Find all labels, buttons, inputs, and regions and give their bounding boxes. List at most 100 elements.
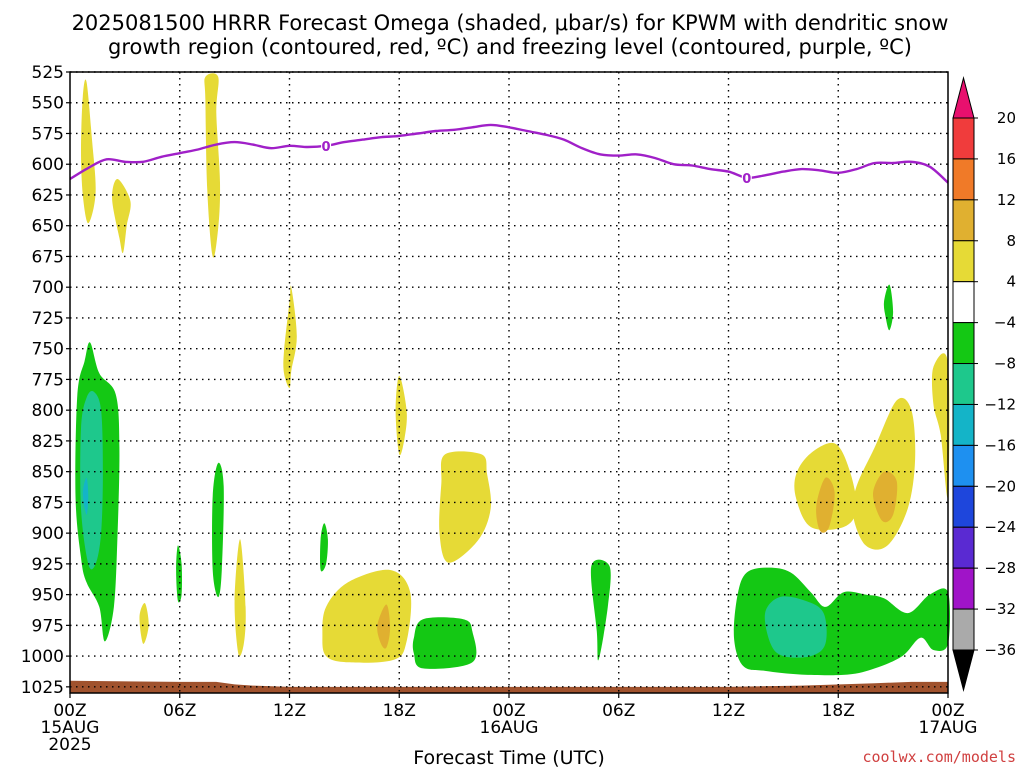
omega-region-13 bbox=[872, 471, 898, 523]
colorbar-label: 16 bbox=[997, 150, 1016, 168]
y-tick-label: 825 bbox=[32, 432, 64, 452]
colorbar-label: 8 bbox=[1006, 232, 1016, 250]
omega-region-4 bbox=[395, 375, 407, 456]
omega-region-12 bbox=[816, 477, 835, 533]
y-tick-label: 650 bbox=[32, 217, 64, 237]
y-tick-label: 625 bbox=[32, 186, 64, 206]
y-tick-label: 600 bbox=[32, 155, 64, 175]
colorbar-swatch bbox=[952, 567, 975, 610]
colorbar-swatch bbox=[952, 608, 975, 651]
y-tick-label: 725 bbox=[32, 309, 64, 329]
y-tick-label: 550 bbox=[32, 94, 64, 114]
colorbar-label: −36 bbox=[984, 641, 1016, 659]
x-tick-label: 00Z bbox=[931, 701, 964, 721]
y-tick-label: 750 bbox=[32, 340, 64, 360]
y-tick-label: 700 bbox=[32, 278, 64, 298]
colorbar-swatch bbox=[952, 444, 975, 487]
grid-lines bbox=[70, 71, 948, 693]
colorbar-label: −16 bbox=[984, 436, 1016, 454]
freezing-level-contour: 00 bbox=[69, 123, 949, 187]
colorbar-swatch bbox=[952, 240, 975, 283]
x-tick-label: 18Z bbox=[822, 701, 855, 721]
omega-region-6 bbox=[322, 569, 412, 663]
colorbar-swatch bbox=[952, 526, 975, 569]
y-tick-label: 950 bbox=[32, 586, 64, 606]
y-tick-label: 975 bbox=[32, 616, 64, 636]
x-tick-label: 18Z bbox=[383, 701, 416, 721]
omega-region-17 bbox=[176, 545, 183, 603]
colorbar-swatch bbox=[952, 117, 975, 160]
y-tick-label: 1000 bbox=[21, 647, 64, 667]
x-axis-label: Forecast Time (UTC) bbox=[413, 747, 604, 768]
chart-title-line-1: 2025081500 HRRR Forecast Omega (shaded, … bbox=[72, 11, 949, 35]
plot-area: 00 bbox=[69, 71, 951, 694]
y-tick-label: 850 bbox=[32, 463, 64, 483]
x-tick-label: 06Z bbox=[602, 701, 635, 721]
credit-text: coolwx.com/models bbox=[862, 748, 1016, 766]
omega-region-24 bbox=[764, 596, 827, 658]
omega-region-18 bbox=[320, 523, 328, 572]
chart-title-line-2: growth region (contoured, red, ºC) and f… bbox=[108, 35, 912, 59]
colorbar-label: −4 bbox=[994, 314, 1016, 332]
colorbar-label: 12 bbox=[997, 191, 1016, 209]
y-tick-label: 775 bbox=[32, 370, 64, 390]
surface-terrain bbox=[70, 680, 948, 693]
x-tick-label: 16AUG bbox=[480, 718, 539, 738]
colorbar-label: 4 bbox=[1006, 273, 1016, 291]
x-tick-label: 00Z bbox=[53, 701, 86, 721]
freezing-level-line bbox=[69, 123, 949, 184]
y-tick-label: 675 bbox=[32, 247, 64, 267]
colorbar-label: −20 bbox=[984, 477, 1016, 495]
colorbar-swatch bbox=[952, 322, 975, 365]
y-tick-label: 900 bbox=[32, 524, 64, 544]
colorbar-label: −32 bbox=[984, 600, 1016, 618]
omega-region-22 bbox=[883, 284, 894, 331]
x-tick-label: 12Z bbox=[273, 701, 306, 721]
colorbar-top-arrow bbox=[952, 76, 975, 119]
colorbar-swatch bbox=[952, 199, 975, 242]
y-tick-label: 575 bbox=[32, 124, 64, 144]
omega-region-25 bbox=[82, 477, 89, 515]
y-tick-label: 925 bbox=[32, 555, 64, 575]
y-tick-label: 525 bbox=[32, 63, 64, 83]
omega-region-14 bbox=[377, 604, 391, 649]
x-tick-label: 2025 bbox=[48, 735, 91, 755]
omega-region-1 bbox=[112, 178, 131, 254]
y-tick-label: 875 bbox=[32, 493, 64, 513]
omega-shading bbox=[75, 73, 951, 676]
omega-region-5 bbox=[439, 451, 492, 563]
freezing-level-label: 0 bbox=[742, 172, 751, 187]
colorbar-swatch bbox=[952, 158, 975, 201]
omega-region-2 bbox=[204, 73, 221, 258]
colorbar-swatch bbox=[952, 363, 975, 405]
y-tick-label: 800 bbox=[32, 401, 64, 421]
x-tick-label: 00Z bbox=[492, 701, 525, 721]
x-tick-label: 12Z bbox=[712, 701, 745, 721]
colorbar-label: −8 bbox=[994, 355, 1016, 373]
surface-terrain-area bbox=[70, 680, 948, 693]
y-tick-label: 1025 bbox=[21, 678, 64, 698]
colorbar-swatch bbox=[952, 403, 975, 446]
colorbar-label: −28 bbox=[984, 559, 1016, 577]
colorbar-label: 20 bbox=[997, 109, 1016, 127]
colorbar-swatch bbox=[952, 281, 975, 324]
y-axis-ticks: 525 550 575 600 625 650 675 700 725 750 775 800 825 8… bbox=[21, 63, 70, 698]
omega-region-23 bbox=[80, 390, 103, 570]
x-tick-label: 17AUG bbox=[919, 718, 978, 738]
x-tick-label: 06Z bbox=[163, 701, 196, 721]
colorbar-label: −12 bbox=[984, 395, 1016, 413]
x-tick-label: 15AUG bbox=[41, 718, 100, 738]
omega-region-20 bbox=[590, 559, 611, 661]
freezing-level-label: 0 bbox=[322, 140, 331, 155]
omega-region-11 bbox=[931, 353, 950, 498]
colorbar-bottom-arrow bbox=[952, 649, 975, 692]
omega-region-7 bbox=[139, 603, 149, 644]
freezing-level-label-bg bbox=[321, 138, 332, 153]
freezing-level-label-bg bbox=[741, 170, 752, 185]
omega-region-8 bbox=[234, 539, 246, 657]
colorbar-label: −24 bbox=[984, 518, 1016, 536]
omega-region-0 bbox=[81, 79, 96, 224]
colorbar-swatch bbox=[952, 485, 975, 528]
